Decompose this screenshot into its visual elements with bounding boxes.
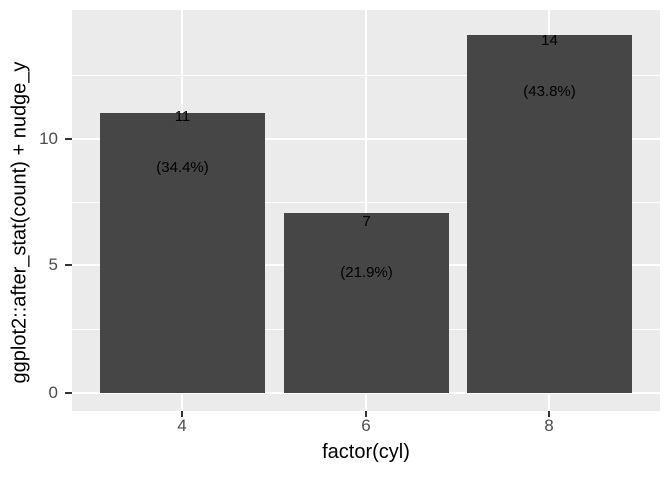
x-tick-mark-8 [548, 411, 550, 417]
y-tick-label-5: 5 [48, 255, 58, 274]
bar-percent-cyl-4: (34.4%) [156, 159, 209, 176]
bar-label-cyl-4: 11 (34.4%) [100, 74, 265, 210]
bar-cyl-8 [467, 35, 632, 393]
bar-count-cyl-8: 14 [541, 32, 558, 49]
bar-percent-cyl-6: (21.9%) [340, 264, 393, 281]
y-tick-mark-5 [65, 264, 72, 266]
y-tick-label-10: 10 [39, 129, 58, 148]
x-tick-label-6: 6 [361, 416, 371, 435]
bar-cyl-6 [284, 213, 449, 393]
bar-label-cyl-6: 7 (21.9%) [284, 179, 449, 315]
y-tick-mark-0 [65, 392, 72, 394]
plot-panel: 11 (34.4%) 7 (21.9%) 14 (43.8%) [72, 10, 660, 411]
y-tick-label-0: 0 [48, 383, 58, 402]
bar-count-cyl-6: 7 [362, 213, 371, 230]
bar-count-cyl-4: 11 [174, 108, 191, 125]
bar-cyl-4 [100, 113, 265, 393]
x-axis-title: factor(cyl) [322, 441, 410, 463]
x-tick-label-8: 8 [544, 416, 554, 435]
bar-percent-cyl-8: (43.8%) [523, 83, 576, 100]
bar-label-cyl-8: 14 (43.8%) [467, 10, 632, 134]
x-tick-mark-4 [181, 411, 183, 417]
x-tick-mark-6 [365, 411, 367, 417]
gridline-major-x-6 [365, 10, 367, 411]
x-tick-label-4: 4 [177, 416, 187, 435]
y-tick-mark-10 [65, 138, 72, 140]
